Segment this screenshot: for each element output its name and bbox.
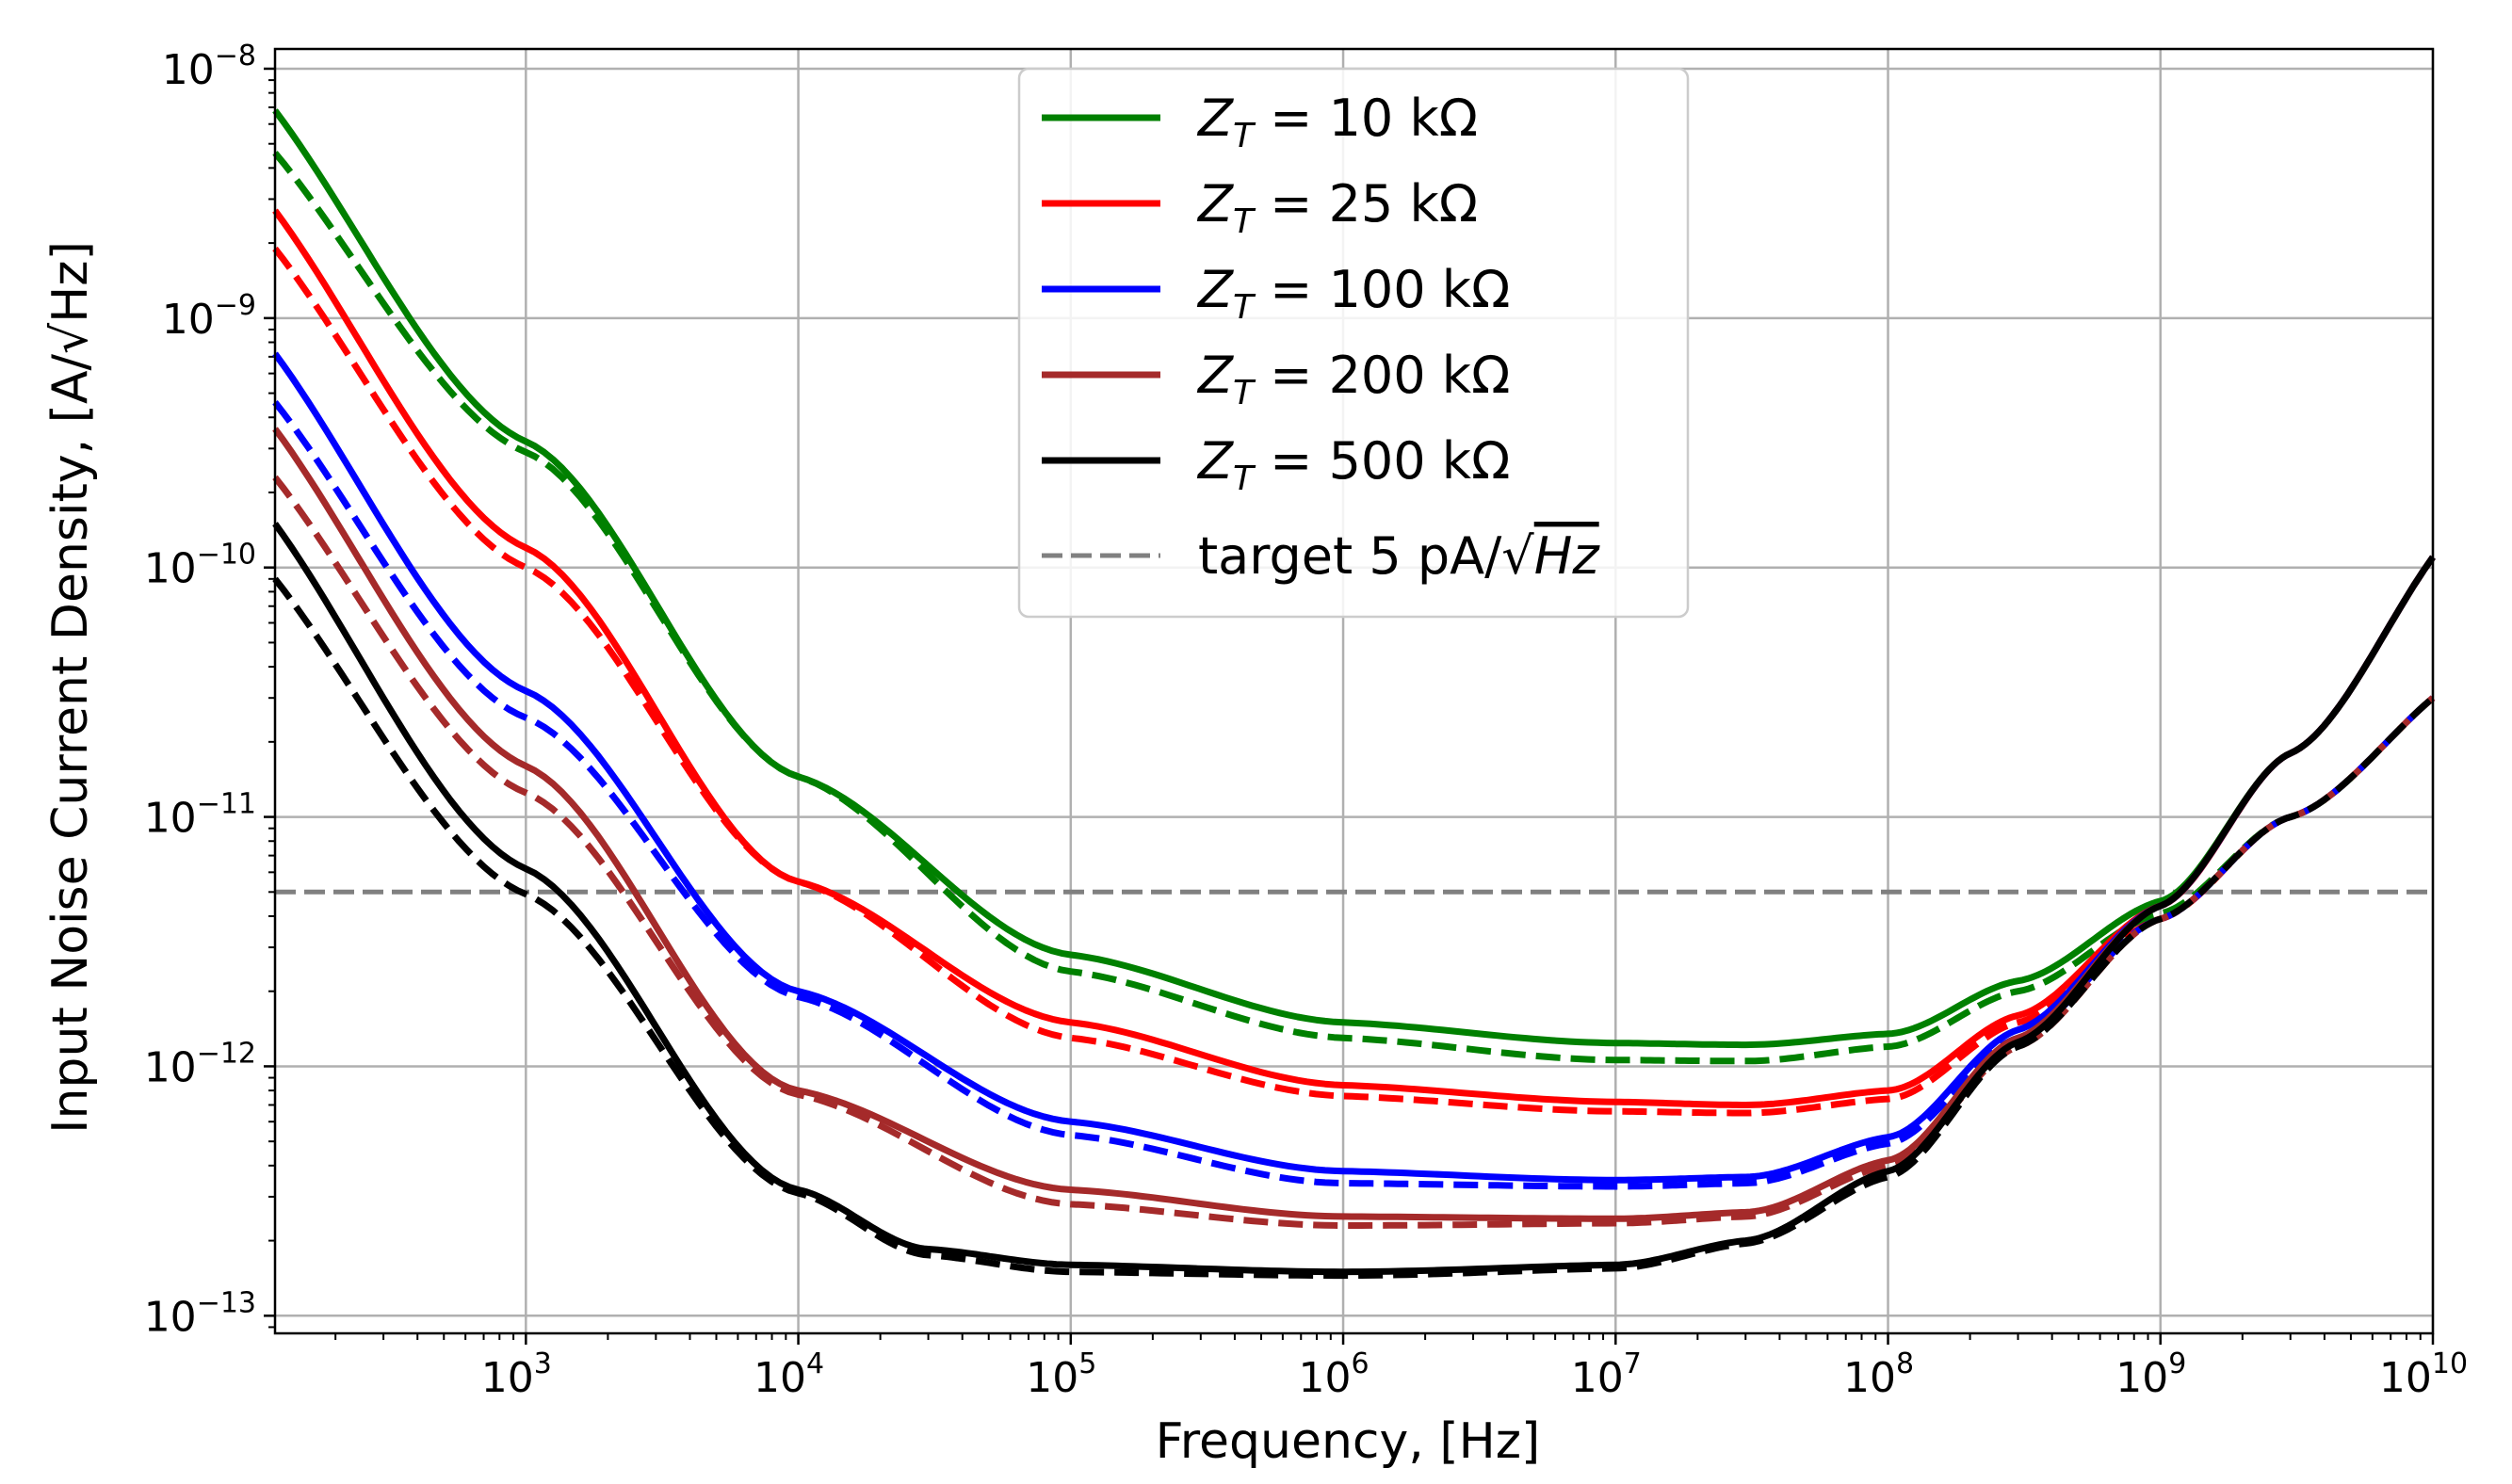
legend-subscript: T	[1233, 288, 1256, 327]
legend-z: Z	[1196, 346, 1234, 405]
series-group	[272, 108, 2436, 1280]
plot-frame	[273, 47, 2435, 1335]
y-tick-exponent: −13	[197, 1286, 256, 1319]
x-axis-ticks: 103 104 105 106 107 108 109 1010	[481, 1333, 2468, 1402]
legend-subscript: T	[1233, 117, 1256, 155]
y-axis-label: Input Noise Current Density, [A/√Hz]	[42, 241, 99, 1134]
legend-value: = 25 kΩ	[1254, 174, 1478, 234]
legend-label-1: ZT = 25 kΩ	[1196, 174, 1478, 241]
x-tick-exponent: 4	[806, 1347, 824, 1380]
legend-label-4: ZT = 500 kΩ	[1196, 431, 1510, 498]
x-tick-exponent: 3	[534, 1347, 552, 1380]
legend-value: = 500 kΩ	[1254, 431, 1510, 491]
legend-target-unit: Hz	[1534, 526, 1601, 586]
legend-z: Z	[1196, 260, 1234, 319]
y-tick-exponent: −10	[197, 539, 256, 572]
x-tick-exponent: 10	[2432, 1347, 2468, 1380]
x-axis-label: Frequency, [Hz]	[1156, 1413, 1541, 1470]
x-tick-exponent: 8	[1896, 1347, 1914, 1380]
x-tick-exponent: 6	[1352, 1347, 1369, 1380]
legend-value: = 10 kΩ	[1254, 89, 1478, 148]
x-tick-exponent: 7	[1624, 1347, 1642, 1380]
legend-z: Z	[1196, 174, 1234, 234]
y-tick-exponent: −9	[215, 289, 256, 322]
legend-z: Z	[1196, 89, 1234, 148]
y-tick-exponent: −11	[197, 788, 256, 821]
legend-z: Z	[1196, 431, 1234, 491]
x-tick-label: 109	[2115, 1347, 2186, 1402]
y-tick-exponent: −12	[197, 1037, 256, 1070]
legend-box	[1017, 67, 1690, 619]
legend-label-2: ZT = 100 kΩ	[1196, 260, 1510, 327]
x-tick-exponent: 9	[2168, 1347, 2186, 1380]
legend-subscript: T	[1233, 374, 1256, 412]
series-dashed-line-4	[272, 576, 2436, 1280]
legend-subscript: T	[1233, 202, 1256, 241]
legend-target-prefix: target 5 pA/	[1198, 526, 1502, 586]
x-tick-exponent: 5	[1078, 1347, 1096, 1380]
legend-value: = 200 kΩ	[1254, 346, 1510, 405]
y-tick-exponent: −8	[215, 40, 256, 73]
legend-label-target: target 5 pA/√Hz	[1198, 526, 1600, 586]
legend-label-3: ZT = 200 kΩ	[1196, 346, 1510, 412]
legend-value: = 100 kΩ	[1254, 260, 1510, 319]
legend-target-radical: √	[1501, 526, 1534, 586]
legend-label-0: ZT = 10 kΩ	[1196, 89, 1478, 155]
series-solid-line-4	[272, 522, 2436, 1276]
legend-subscript: T	[1233, 460, 1256, 498]
